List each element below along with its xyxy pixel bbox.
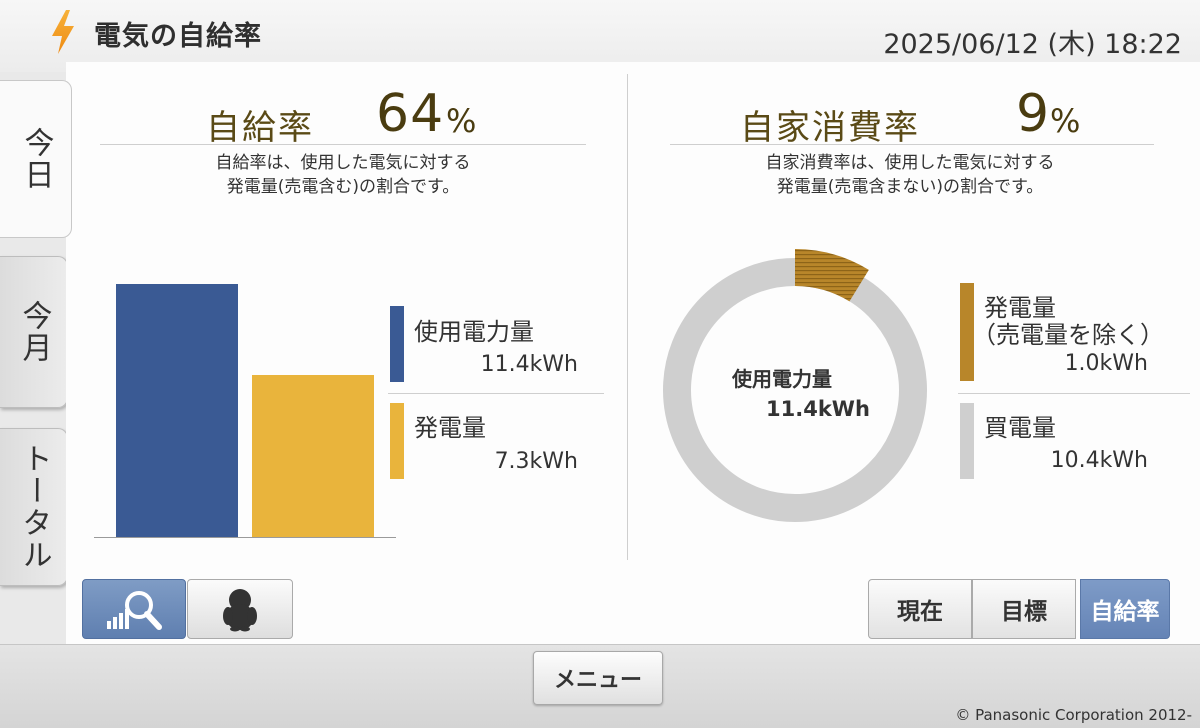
donut-slice-generation — [795, 249, 869, 302]
legend-usage-name: 使用電力量 — [414, 318, 534, 346]
legend-generation-self-name: 発電量 — [984, 294, 1056, 322]
legend-generation-name: 発電量 — [414, 414, 486, 442]
section-divider — [627, 74, 628, 560]
view-self-sufficiency-button[interactable]: 自給率 — [1080, 579, 1170, 639]
tab-month-label: 今月 — [16, 300, 52, 364]
legend-generation-self-subname: （売電量を除く） — [972, 321, 1164, 349]
tab-month[interactable]: 今月 — [0, 256, 68, 408]
legend-generation-value: 7.3kWh — [494, 449, 578, 474]
donut-center-label: 使用電力量 — [732, 367, 832, 391]
legend-swatch-usage — [390, 306, 404, 382]
bar-baseline — [94, 537, 396, 538]
legend-divider — [388, 393, 604, 394]
self-sufficiency-description: 自給率は、使用した電気に対する 発電量(売電含む)の割合です。 — [100, 151, 586, 199]
penguin-icon — [223, 589, 257, 632]
header-bar: 電気の自給率 2025/06/12 (木) 18:22 — [0, 0, 1200, 72]
tab-today[interactable]: 今日 — [0, 80, 72, 238]
legend-swatch-generation — [390, 403, 404, 479]
view-current-button[interactable]: 現在 — [868, 579, 972, 639]
view-target-button[interactable]: 目標 — [972, 579, 1076, 639]
legend-purchase-value: 10.4kWh — [1050, 448, 1148, 473]
self-consumption-unit: % — [1050, 102, 1081, 140]
tab-total[interactable]: トータル — [0, 428, 68, 586]
description-line: 発電量(売電含まない)の割合です。 — [776, 177, 1044, 197]
description-line: 発電量(売電含む)の割合です。 — [226, 177, 460, 197]
footer-bar: メニュー © Panasonic Corporation 2012- — [0, 644, 1200, 728]
self-consumption-label: 自家消費率 — [740, 108, 920, 148]
legend-usage-value: 11.4kWh — [480, 352, 578, 377]
legend-generation-self-value: 1.0kWh — [1064, 351, 1148, 376]
bar-generation — [252, 374, 374, 537]
penguin-button[interactable] — [187, 579, 293, 639]
graph-search-button[interactable] — [82, 579, 186, 639]
tab-total-label: トータル — [16, 443, 52, 571]
main-panel: 自給率 64 % 自給率は、使用した電気に対する 発電量(売電含む)の割合です。… — [66, 62, 1200, 644]
description-line: 自給率は、使用した電気に対する — [215, 153, 471, 173]
donut-chart — [663, 249, 927, 522]
datetime: 2025/06/12 (木) 18:22 — [883, 29, 1182, 60]
self-consumption-description: 自家消費率は、使用した電気に対する 発電量(売電含まない)の割合です。 — [648, 151, 1172, 199]
legend-divider — [958, 393, 1190, 394]
legend-purchase-name: 買電量 — [984, 414, 1056, 442]
heading-rule — [100, 144, 586, 145]
copyright: © Panasonic Corporation 2012- — [955, 706, 1192, 724]
tab-today-label: 今日 — [18, 127, 54, 191]
self-sufficiency-value: 64 — [376, 84, 445, 144]
legend-swatch-purchase — [960, 403, 974, 479]
search-graph-icon — [107, 591, 162, 630]
legend-swatch-generation-self — [960, 283, 974, 381]
donut-center-value: 11.4kWh — [766, 397, 870, 421]
self-consumption-value: 9 — [1016, 84, 1051, 144]
menu-button[interactable]: メニュー — [533, 651, 663, 705]
bar-usage — [116, 284, 238, 537]
self-sufficiency-unit: % — [446, 102, 477, 140]
heading-rule — [670, 144, 1154, 145]
self-sufficiency-label: 自給率 — [206, 108, 314, 148]
app-title: 電気の自給率 — [94, 21, 262, 52]
lightning-icon — [52, 10, 74, 54]
description-line: 自家消費率は、使用した電気に対する — [765, 153, 1055, 173]
